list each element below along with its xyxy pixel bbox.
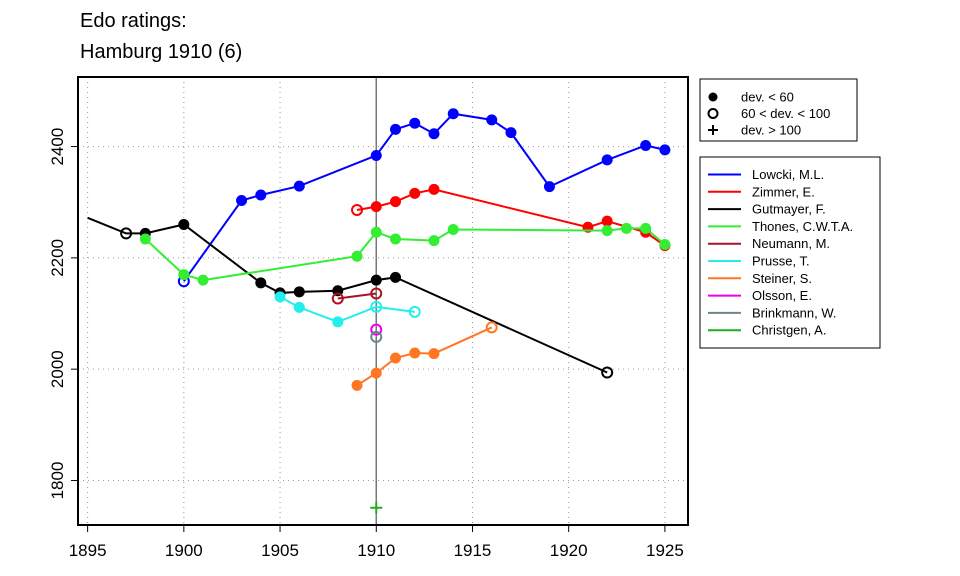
legend-label: Steiner, S. bbox=[752, 271, 812, 286]
x-tick-label: 1900 bbox=[165, 541, 203, 560]
series-line bbox=[337, 292, 377, 300]
y-tick-label: 2200 bbox=[48, 239, 67, 277]
data-point-open bbox=[351, 204, 364, 217]
legend-label: Prusse, T. bbox=[752, 254, 810, 269]
data-point bbox=[178, 269, 190, 281]
data-point bbox=[390, 196, 402, 208]
data-point-open bbox=[485, 321, 498, 334]
data-point bbox=[659, 144, 671, 156]
data-point bbox=[505, 127, 517, 139]
data-point bbox=[390, 352, 402, 364]
legend-label: Brinkmann, W. bbox=[752, 305, 837, 320]
data-point bbox=[543, 181, 555, 193]
legend-label: Gutmayer, F. bbox=[752, 202, 826, 217]
data-point bbox=[409, 117, 421, 129]
data-point bbox=[332, 316, 344, 328]
x-tick-label: 1910 bbox=[357, 541, 395, 560]
x-tick-label: 1915 bbox=[454, 541, 492, 560]
data-point bbox=[428, 348, 440, 360]
data-point bbox=[428, 183, 440, 195]
x-tick-label: 1895 bbox=[69, 541, 107, 560]
data-point bbox=[640, 222, 652, 234]
data-point bbox=[601, 225, 613, 237]
data-point-open bbox=[120, 227, 133, 240]
data-point-open bbox=[408, 305, 421, 318]
legend-marker-open bbox=[707, 108, 719, 119]
data-point bbox=[447, 108, 459, 120]
data-point-open bbox=[370, 287, 383, 300]
legend-label: Zimmer, E. bbox=[752, 184, 815, 199]
data-point-open bbox=[370, 330, 383, 343]
data-point bbox=[428, 235, 440, 247]
data-point bbox=[659, 239, 671, 251]
y-tick-label: 2400 bbox=[48, 128, 67, 166]
data-point bbox=[370, 201, 382, 213]
data-point bbox=[486, 114, 498, 126]
x-tick-label: 1925 bbox=[646, 541, 684, 560]
data-point bbox=[390, 233, 402, 245]
data-point bbox=[409, 347, 421, 359]
data-point bbox=[447, 223, 459, 235]
data-point-open bbox=[370, 300, 383, 313]
data-point bbox=[178, 218, 190, 230]
data-point bbox=[409, 187, 421, 199]
data-point bbox=[601, 154, 613, 166]
data-point bbox=[255, 277, 267, 289]
legend-label: Lowcki, M.L. bbox=[752, 167, 824, 182]
legend-label: Christgen, A. bbox=[752, 323, 826, 338]
data-point bbox=[255, 189, 267, 201]
chart-title-line-1: Edo ratings: bbox=[80, 10, 187, 32]
data-point bbox=[293, 180, 305, 192]
data-point bbox=[197, 274, 209, 286]
data-point bbox=[370, 226, 382, 238]
data-point bbox=[370, 149, 382, 161]
data-point bbox=[601, 215, 613, 227]
data-point-open bbox=[331, 292, 344, 305]
data-point bbox=[351, 379, 363, 391]
marker-legend-label: dev. < 60 bbox=[741, 90, 794, 105]
series-line bbox=[87, 216, 608, 374]
data-point bbox=[620, 222, 632, 234]
plot-frame bbox=[77, 76, 689, 526]
data-point-open bbox=[601, 366, 614, 379]
data-point bbox=[370, 274, 382, 286]
marker-legend-label: 60 < dev. < 100 bbox=[741, 106, 830, 121]
y-tick-label: 1800 bbox=[48, 462, 67, 500]
data-point bbox=[370, 367, 382, 379]
data-point-open bbox=[370, 323, 383, 336]
legend-marker-filled bbox=[708, 92, 718, 102]
data-point bbox=[293, 286, 305, 298]
legend-label: Neumann, M. bbox=[752, 236, 830, 251]
data-point bbox=[390, 123, 402, 135]
data-point bbox=[351, 250, 363, 262]
marker-legend-label: dev. > 100 bbox=[741, 123, 801, 138]
x-tick-label: 1920 bbox=[550, 541, 588, 560]
series-legend-box bbox=[699, 156, 881, 349]
y-tick-label: 2000 bbox=[48, 350, 67, 388]
chart-title-line-2: Hamburg 1910 (6) bbox=[80, 41, 243, 63]
legend-label: Thones, C.W.T.A. bbox=[752, 219, 853, 234]
data-point bbox=[428, 128, 440, 140]
data-point bbox=[293, 301, 305, 313]
data-point bbox=[139, 233, 151, 245]
data-point bbox=[640, 139, 652, 151]
x-tick-label: 1905 bbox=[261, 541, 299, 560]
legend-label: Olsson, E. bbox=[752, 288, 812, 303]
data-point bbox=[274, 291, 286, 303]
marker-legend-box bbox=[699, 78, 858, 142]
data-point bbox=[236, 195, 248, 207]
data-point bbox=[390, 271, 402, 283]
series-line bbox=[356, 188, 666, 247]
